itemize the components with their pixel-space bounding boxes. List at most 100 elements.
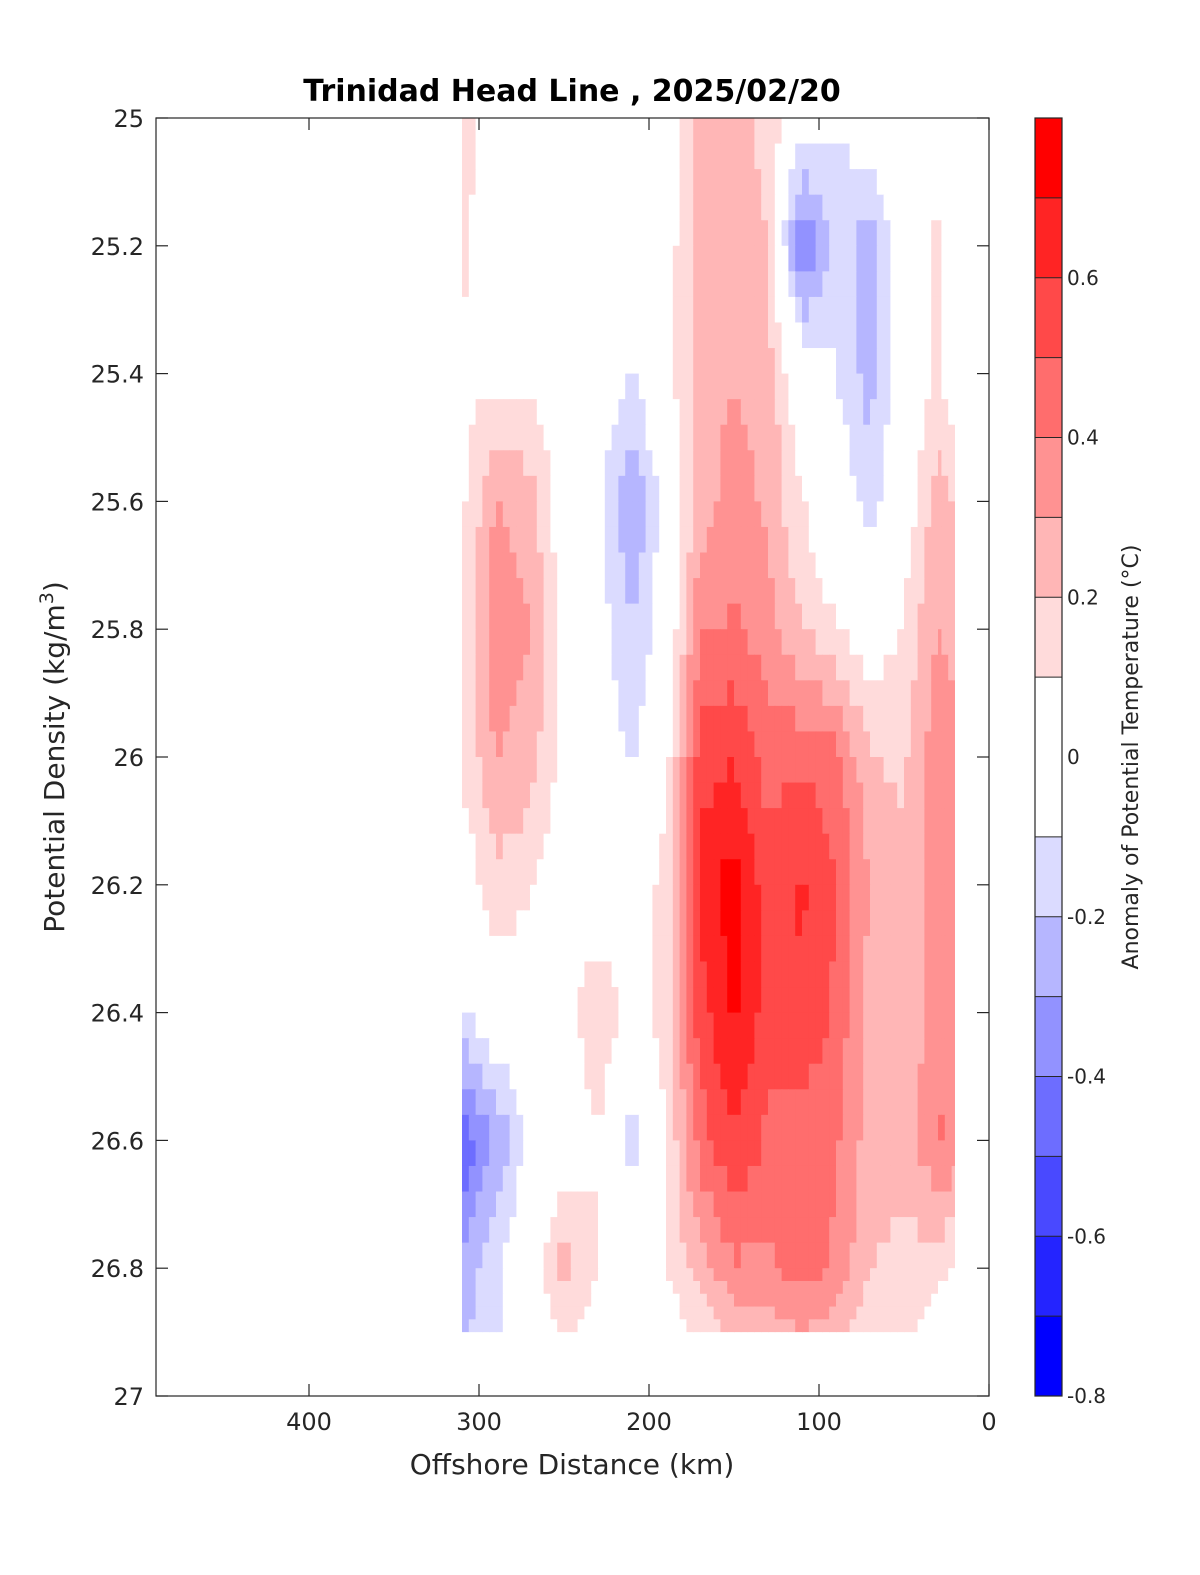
contour-cell: [768, 961, 776, 988]
contour-cell: [693, 1268, 701, 1282]
contour-cell: [530, 450, 538, 477]
contour-cell: [706, 1012, 715, 1039]
contour-cell: [924, 373, 932, 400]
contour-cell: [604, 578, 613, 605]
contour-cell: [870, 169, 878, 196]
contour-cell: [774, 1114, 783, 1141]
contour-cell: [530, 1089, 538, 1116]
contour-cell: [754, 1191, 762, 1218]
contour-cell: [557, 1114, 565, 1141]
contour-cell: [808, 654, 817, 681]
contour-cell: [713, 757, 721, 784]
contour-cell: [876, 1242, 885, 1269]
contour-cell: [618, 987, 626, 1014]
contour-cell: [638, 424, 647, 451]
contour-cell: [591, 552, 599, 579]
contour-cell: [686, 603, 694, 630]
contour-cell: [536, 373, 545, 400]
contour-cell: [672, 578, 681, 605]
contour-cell: [788, 322, 796, 349]
contour-cell: [788, 450, 796, 477]
contour-cell: [482, 654, 490, 681]
contour-cell: [502, 1140, 511, 1167]
contour-cell: [604, 245, 613, 272]
contour-cell: [530, 1319, 538, 1333]
contour-cell: [604, 833, 613, 860]
contour-cell: [468, 450, 477, 477]
contour-cell: [761, 1063, 769, 1090]
contour-cell: [468, 808, 477, 835]
contour-cell: [747, 910, 755, 937]
contour-cell: [815, 1280, 823, 1295]
contour-cell: [808, 424, 817, 451]
contour-cell: [754, 1012, 762, 1039]
contour-cell: [727, 1306, 735, 1320]
contour-cell: [747, 194, 755, 221]
contour-cell: [802, 757, 810, 784]
contour-cell: [700, 373, 708, 400]
contour-cell: [924, 757, 932, 784]
contour-cell: [638, 987, 647, 1014]
contour-cell: [781, 680, 789, 707]
contour-cell: [468, 296, 477, 324]
contour-cell: [570, 1140, 579, 1167]
contour-cell: [638, 194, 647, 221]
contour-cell: [944, 731, 949, 758]
contour-cell: [795, 1242, 803, 1269]
contour-cell: [482, 526, 490, 554]
contour-cell: [611, 757, 619, 784]
contour-cell: [774, 194, 783, 221]
contour-cell: [788, 501, 796, 528]
contour-cell: [645, 654, 653, 681]
contour-cell: [904, 629, 912, 656]
contour-cell: [693, 705, 701, 733]
contour-cell: [822, 987, 830, 1014]
contour-cell: [747, 1306, 755, 1320]
contour-cell: [482, 194, 490, 221]
contour-cell: [883, 603, 891, 630]
contour-cell: [686, 475, 694, 502]
contour-cell: [951, 501, 955, 528]
contour-cell: [543, 348, 551, 375]
contour-cell: [564, 1114, 572, 1141]
contour-cell: [679, 1089, 687, 1116]
contour-cell: [672, 475, 681, 502]
contour-cell: [788, 1114, 796, 1141]
contour-cell: [645, 1191, 653, 1218]
contour-cell: [924, 833, 932, 860]
contour-cell: [475, 833, 483, 860]
contour-cell: [482, 680, 490, 707]
contour-cell: [591, 757, 599, 784]
contour-cell: [659, 450, 667, 477]
contour-cell: [536, 859, 545, 886]
contour-cell: [761, 1038, 769, 1065]
contour-cell: [557, 782, 565, 809]
contour-cell: [944, 118, 949, 145]
contour-cell: [761, 1319, 769, 1333]
contour-cell: [768, 1280, 776, 1295]
contour-cell: [557, 987, 565, 1014]
contour-cell: [747, 782, 755, 809]
contour-cell: [944, 1293, 949, 1308]
contour-cell: [931, 1038, 939, 1065]
contour-cell: [686, 654, 694, 681]
contour-cell: [550, 399, 558, 426]
contour-cell: [754, 118, 762, 145]
contour-cell: [700, 194, 708, 221]
contour-cell: [941, 629, 946, 656]
contour-cell: [802, 1242, 810, 1269]
contour-cell: [808, 220, 817, 247]
contour-cell: [502, 859, 511, 886]
contour-cell: [543, 475, 551, 502]
contour-cell: [856, 1089, 864, 1116]
contour-cell: [829, 884, 837, 911]
contour-cell: [941, 833, 946, 860]
contour-cell: [632, 424, 640, 451]
contour-cell: [842, 1089, 851, 1116]
contour-cell: [876, 1217, 885, 1244]
contour-cell: [638, 245, 647, 272]
contour-cell: [917, 169, 925, 196]
contour-cell: [536, 169, 545, 196]
contour-cell: [509, 271, 517, 298]
contour-cell: [761, 143, 769, 170]
